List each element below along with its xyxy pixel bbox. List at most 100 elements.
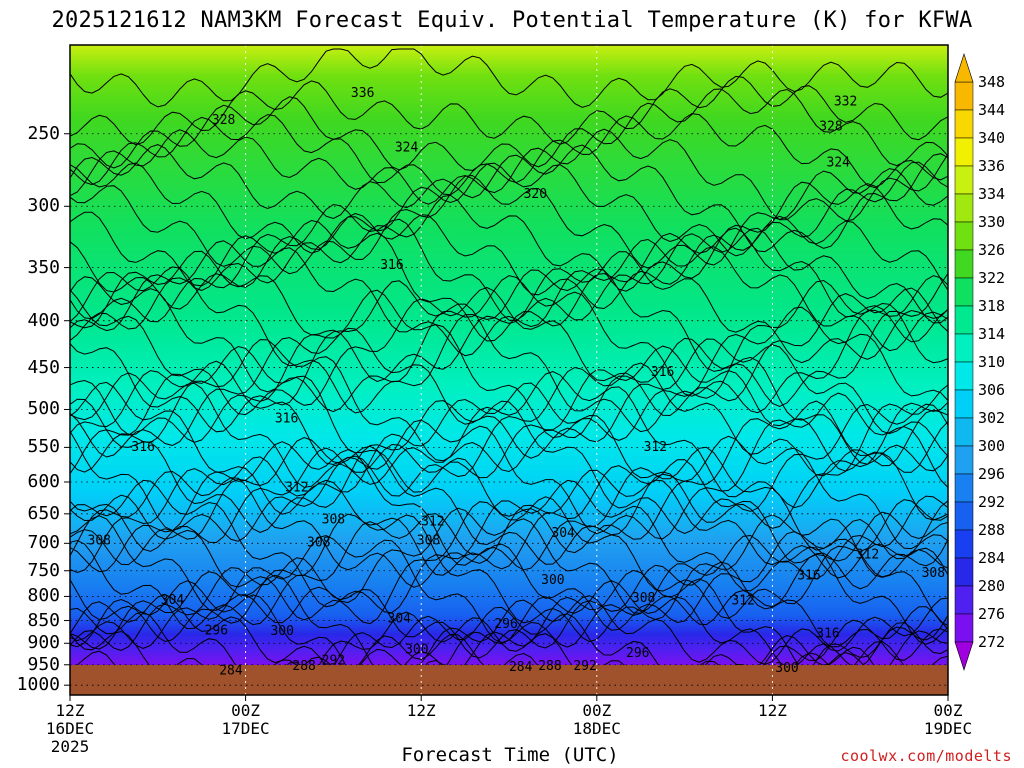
y-tick-label: 250 xyxy=(27,122,60,144)
colorbar-label: 272 xyxy=(978,633,1006,651)
contour-label: 296 xyxy=(626,646,649,661)
contour-label: 316 xyxy=(380,258,403,273)
x-tick-label: 00Z 17DEC xyxy=(206,702,286,756)
x-tick-line xyxy=(732,720,812,738)
contour-label: 316 xyxy=(797,568,820,583)
colorbar-bin xyxy=(954,221,974,251)
contour-line xyxy=(69,370,949,509)
contour-label: 312 xyxy=(731,593,754,608)
contour-line xyxy=(69,594,949,673)
contour-line xyxy=(69,212,949,310)
contour-label: 284 xyxy=(509,660,533,675)
contour-line xyxy=(69,144,949,253)
x-tick-line: 18DEC xyxy=(572,719,621,738)
contour-label: 308 xyxy=(417,533,440,548)
colorbar-label: 302 xyxy=(978,409,1006,427)
colorbar-top-arrow xyxy=(954,53,974,83)
y-tick-label: 800 xyxy=(27,585,60,607)
x-tick-line: 12Z xyxy=(55,701,85,720)
colorbar-bin xyxy=(954,361,974,391)
contour-line xyxy=(69,75,949,146)
contour-line xyxy=(69,289,949,443)
colorbar-bin xyxy=(954,473,974,503)
contour-label: 296 xyxy=(205,623,228,638)
x-tick-line: 12Z xyxy=(757,701,787,720)
y-tick-label: 400 xyxy=(27,309,60,331)
x-tick-label: 12Z xyxy=(732,702,812,756)
contour-label: 324 xyxy=(395,140,419,155)
contour-line xyxy=(69,494,949,625)
contour-line xyxy=(69,168,949,275)
y-tick-label: 850 xyxy=(27,609,60,631)
colorbar-label: 310 xyxy=(978,353,1006,371)
colorbar-bin xyxy=(954,81,974,111)
colorbar-bottom-arrow xyxy=(954,641,974,671)
colorbar-label: 330 xyxy=(978,213,1006,231)
contour-line xyxy=(69,275,949,414)
contour-line xyxy=(69,181,949,292)
contour-label: 328 xyxy=(212,113,235,128)
y-tick-label: 950 xyxy=(27,653,60,675)
contour-label: 300 xyxy=(541,573,564,588)
y-tick-label: 700 xyxy=(27,532,60,554)
contour-label: 284 xyxy=(219,663,243,678)
colorbar-bin xyxy=(954,445,974,475)
contour-line xyxy=(69,360,949,497)
contour-line xyxy=(69,161,949,257)
contour-label: 332 xyxy=(834,95,857,110)
contour-label: 300 xyxy=(775,661,798,676)
colorbar-label: 300 xyxy=(978,437,1006,455)
y-tick-label: 1000 xyxy=(16,674,60,696)
colorbar-label: 344 xyxy=(978,101,1006,119)
contour-line xyxy=(69,286,949,417)
y-tick-label: 450 xyxy=(27,356,60,378)
x-axis-label: Forecast Time (UTC) xyxy=(401,744,619,766)
contour-line xyxy=(69,266,949,414)
x-tick-line xyxy=(381,720,461,738)
contour-label: 312 xyxy=(421,515,444,530)
colorbar-bin xyxy=(954,333,974,363)
x-tick-line xyxy=(732,738,812,756)
contour-labels: 336 328 332 328 324 324 320 316 316 316 316 312 312 3… xyxy=(88,86,946,679)
contour-line xyxy=(69,48,949,108)
colorbar-bin xyxy=(954,417,974,447)
colorbar-label: 292 xyxy=(978,493,1006,511)
ground-surface xyxy=(70,665,948,695)
colorbar-label: 348 xyxy=(978,73,1006,91)
colorbar-bin xyxy=(954,529,974,559)
contour-label: 336 xyxy=(351,86,374,101)
contour-line xyxy=(69,219,949,343)
contour-line xyxy=(69,279,949,433)
contour-label: 316 xyxy=(651,365,674,380)
contour-line xyxy=(69,479,949,614)
contour-line xyxy=(69,507,949,626)
contour-label: 304 xyxy=(388,612,412,627)
colorbar-bin xyxy=(954,305,974,335)
contour-label: 304 xyxy=(551,526,575,541)
contour-label: 288 xyxy=(538,659,561,674)
contour-label: 324 xyxy=(827,155,851,170)
contour-line xyxy=(69,238,949,357)
colorbar-label: 318 xyxy=(978,297,1006,315)
x-tick-label: 12Z 16DEC 2025 xyxy=(30,702,110,756)
contour-line xyxy=(69,456,949,590)
colorbar-label: 314 xyxy=(978,325,1006,343)
colorbar-label: 296 xyxy=(978,465,1006,483)
colorbar-bin xyxy=(954,585,974,615)
y-tick-label: 650 xyxy=(27,502,60,524)
contour-label: 300 xyxy=(405,643,428,658)
contour-label: 296 xyxy=(494,617,517,632)
colorbar-label: 288 xyxy=(978,521,1006,539)
y-tick-label: 750 xyxy=(27,559,60,581)
y-tick-label: 500 xyxy=(27,398,60,420)
contour-label: 312 xyxy=(856,547,879,562)
colorbar-label: 340 xyxy=(978,129,1006,147)
credit-text: coolwx.com/modelts xyxy=(840,747,1012,765)
x-tick-line: 00Z xyxy=(231,701,261,720)
x-tick-line: 2025 xyxy=(50,737,90,756)
colorbar-bin xyxy=(954,501,974,531)
contour-label: 308 xyxy=(632,591,655,606)
contour-label: 316 xyxy=(816,627,839,642)
contour-label: 312 xyxy=(285,481,308,496)
